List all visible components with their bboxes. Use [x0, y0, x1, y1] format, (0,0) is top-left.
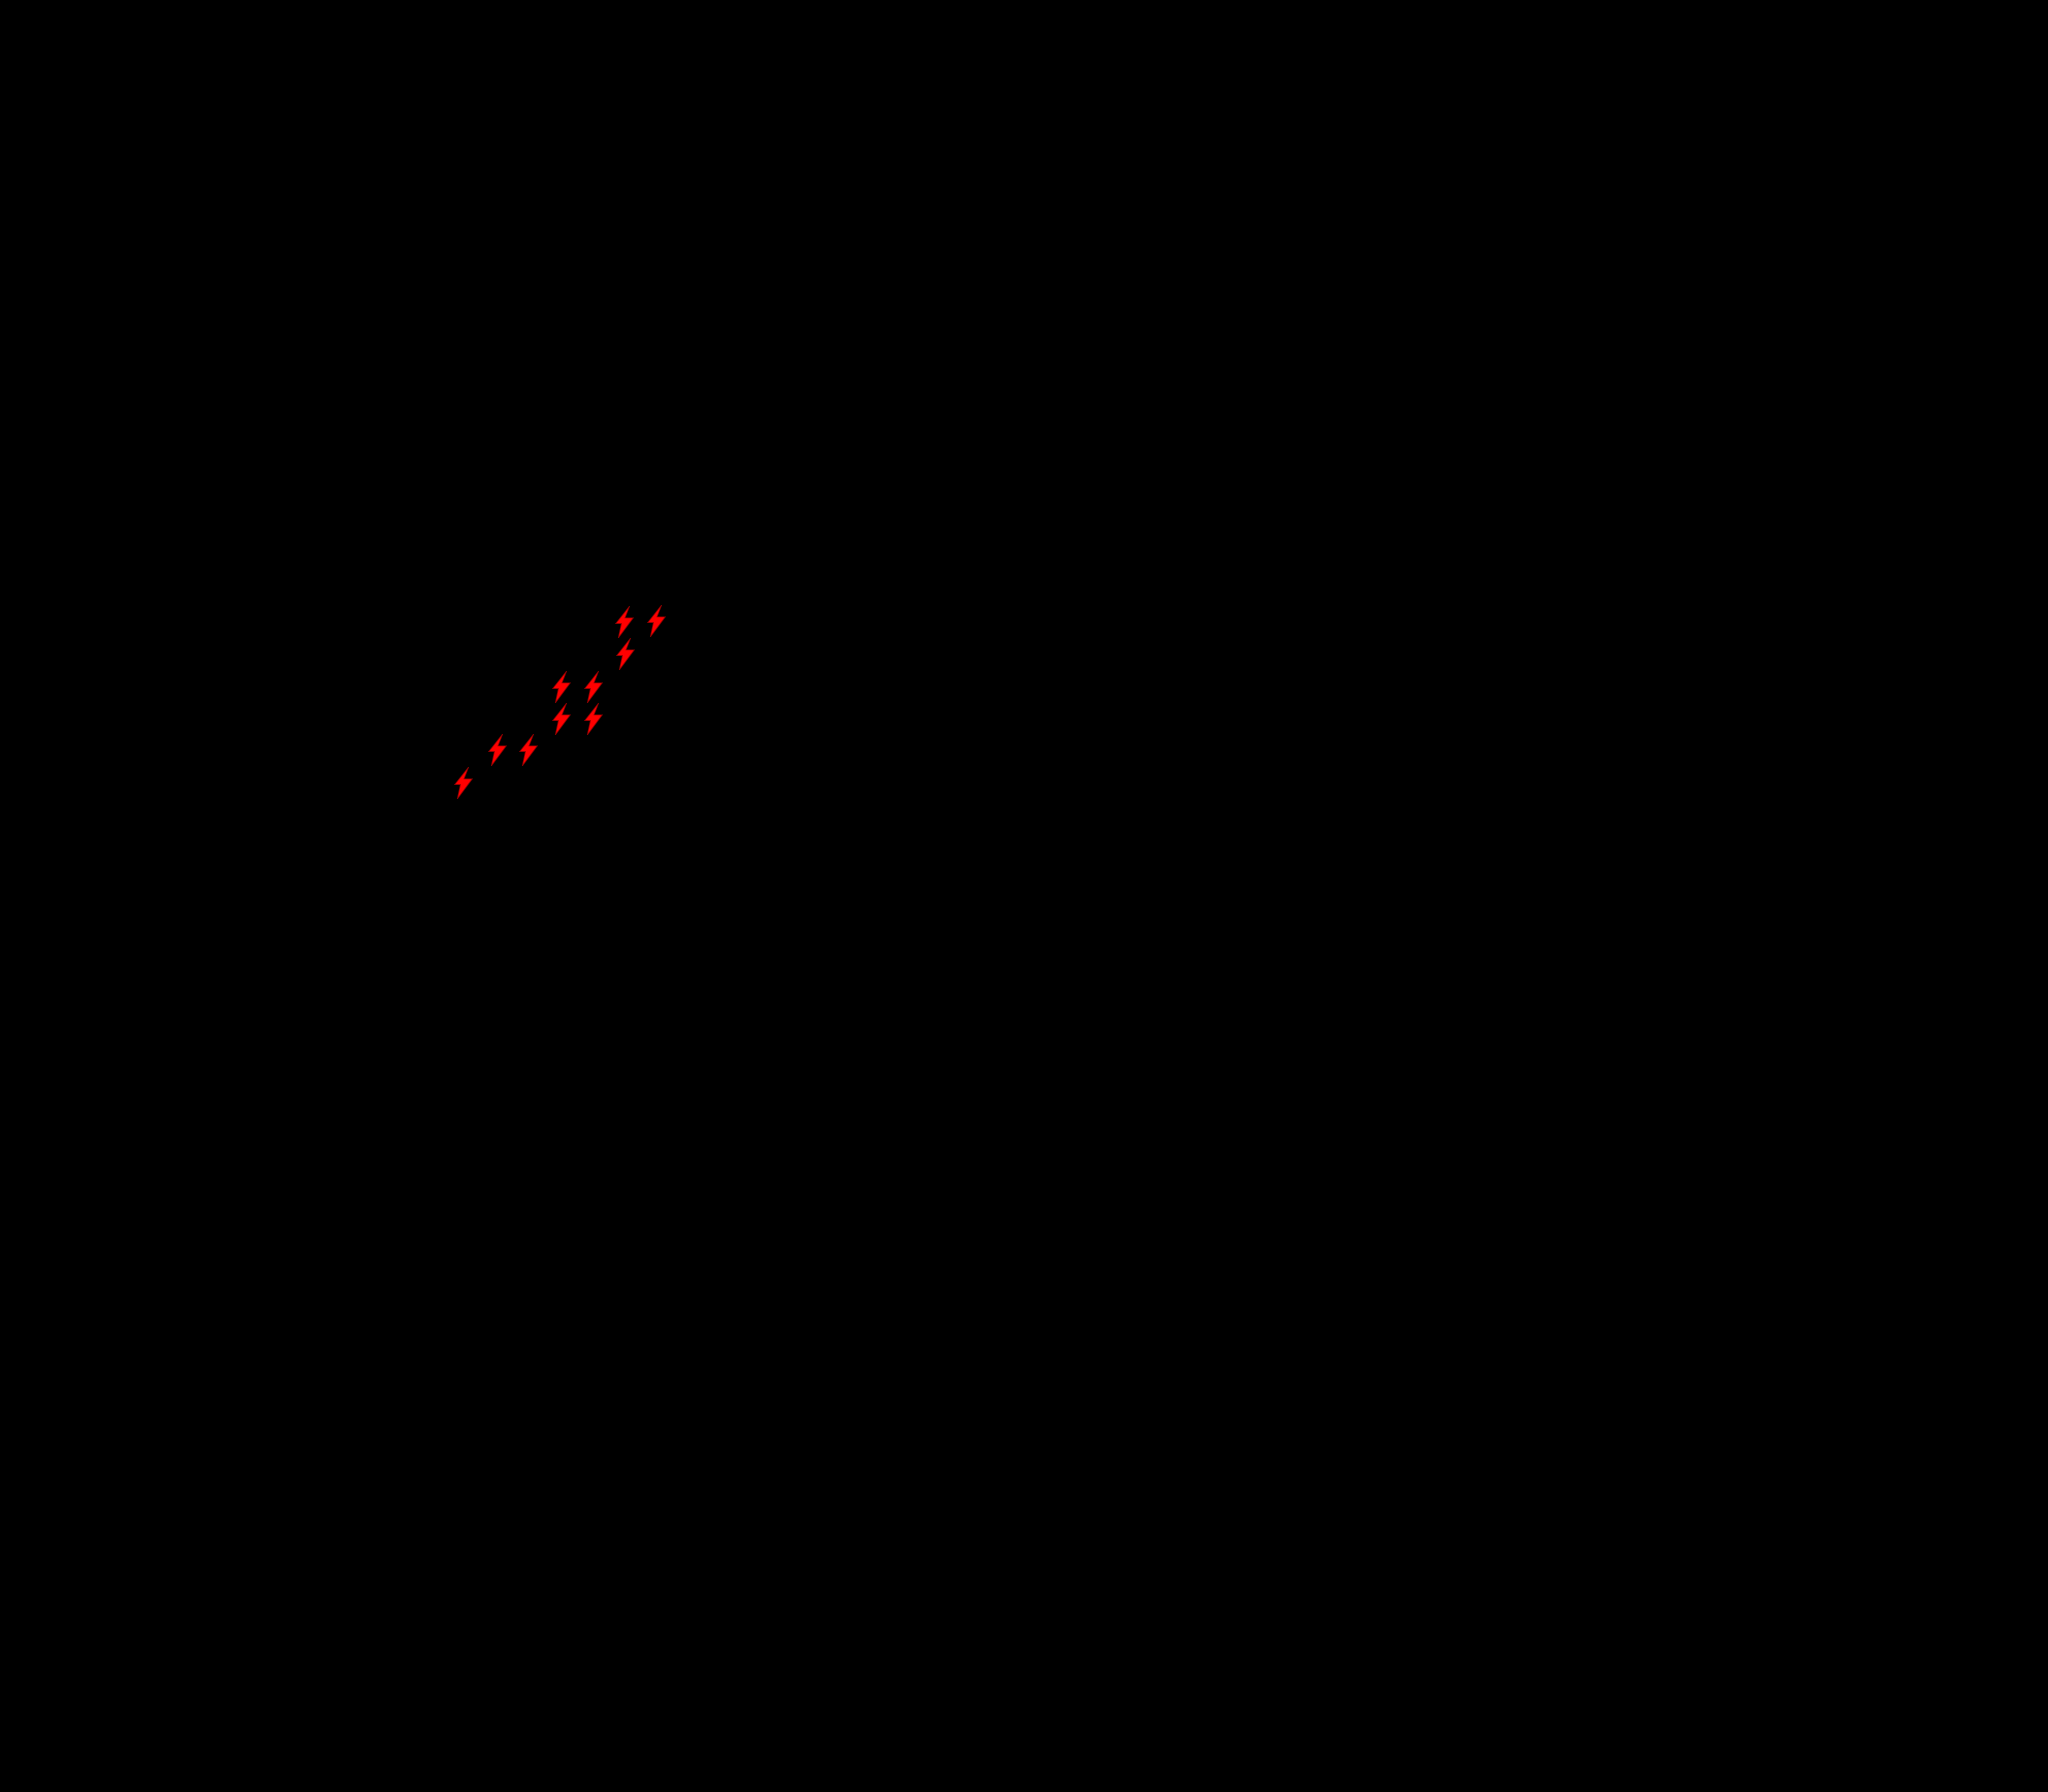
- lightning-bolt-shape: [551, 671, 571, 703]
- lightning-bolt-icon: [583, 671, 603, 703]
- lightning-bolt-icon: [646, 605, 666, 637]
- lightning-bolt-icon: [614, 606, 634, 638]
- lightning-bolt-shape: [453, 767, 473, 799]
- lightning-bolt-shape: [518, 734, 538, 766]
- lightning-bolt-shape: [551, 703, 571, 735]
- lightning-bolt-shape: [583, 671, 603, 703]
- lightning-bolt-icon: [551, 671, 571, 703]
- lightning-bolt-icon: [583, 703, 603, 735]
- lightning-bolt-icon: [453, 767, 473, 799]
- lightning-bolt-icon: [615, 638, 635, 670]
- lightning-bolt-icon: [551, 703, 571, 735]
- lightning-bolt-icon: [487, 734, 507, 766]
- lightning-bolt-shape: [583, 703, 603, 735]
- lightning-bolt-shape: [615, 638, 635, 670]
- lightning-bolt-shape: [487, 734, 507, 766]
- lightning-bolt-shape: [646, 605, 666, 637]
- lightning-bolt-shape: [614, 606, 634, 638]
- lightning-bolt-icon: [518, 734, 538, 766]
